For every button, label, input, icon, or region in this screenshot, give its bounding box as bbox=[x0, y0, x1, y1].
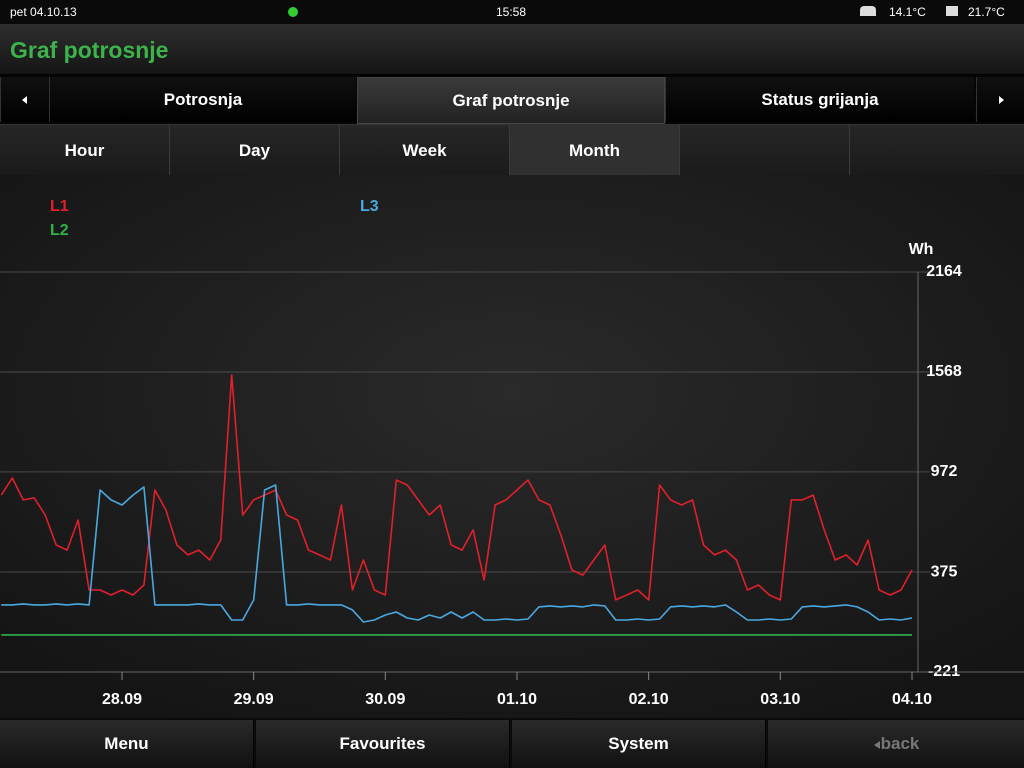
back-icon bbox=[873, 740, 880, 749]
tab[interactable]: Graf potrosnje bbox=[357, 77, 665, 124]
back-button[interactable]: back bbox=[768, 720, 1024, 768]
period-button[interactable]: Hour bbox=[0, 125, 170, 176]
y-tick-label: 972 bbox=[931, 463, 958, 480]
indoor-temp: 21.7°C bbox=[968, 5, 1005, 19]
x-tick-label: 03.10 bbox=[760, 691, 800, 708]
period-bar: Hour Day Week Month bbox=[0, 124, 1024, 176]
legend-label: L1 bbox=[50, 198, 69, 215]
y-tick-label: 2164 bbox=[926, 263, 962, 280]
x-tick-label: 30.09 bbox=[365, 691, 405, 708]
period-button bbox=[850, 125, 1024, 176]
date: pet 04.10.13 bbox=[10, 5, 77, 19]
tab[interactable]: Status grijanja bbox=[665, 77, 974, 122]
y-tick-label: 375 bbox=[931, 563, 958, 580]
period-button[interactable]: Week bbox=[340, 125, 510, 176]
period-button bbox=[680, 125, 850, 176]
outdoor-temp: 14.1°C bbox=[889, 5, 926, 19]
x-tick-label: 28.09 bbox=[102, 691, 142, 708]
x-tick-label: 04.10 bbox=[892, 691, 932, 708]
back-label: back bbox=[880, 734, 920, 753]
header: Graf potrosnje bbox=[0, 24, 1024, 75]
y-tick-label: 1568 bbox=[926, 363, 962, 380]
tab-next[interactable] bbox=[976, 77, 1024, 122]
x-tick-label: 01.10 bbox=[497, 691, 537, 708]
legend-label: L2 bbox=[50, 222, 69, 239]
x-tick-label: 02.10 bbox=[629, 691, 669, 708]
menu-button[interactable]: Menu bbox=[0, 720, 254, 768]
chart-background bbox=[0, 175, 1024, 718]
status-bar: pet 04.10.13 15:58 14.1°C 21.7°C bbox=[0, 0, 1024, 24]
y-unit: Wh bbox=[909, 241, 934, 258]
outdoor-icon bbox=[860, 6, 876, 16]
legend-label: L3 bbox=[360, 198, 379, 215]
favourites-button[interactable]: Favourites bbox=[256, 720, 510, 768]
series-line bbox=[1, 484, 913, 623]
tab-bar: Potrosnja Graf potrosnje Status grijanja bbox=[0, 75, 1024, 124]
x-tick-label: 29.09 bbox=[234, 691, 274, 708]
status-dot bbox=[288, 7, 298, 17]
period-button[interactable]: Month bbox=[510, 125, 680, 176]
indoor-icon bbox=[946, 6, 958, 16]
tab[interactable]: Potrosnja bbox=[49, 77, 356, 122]
time: 15:58 bbox=[496, 5, 527, 19]
tab-prev[interactable] bbox=[0, 77, 49, 122]
system-button[interactable]: System bbox=[512, 720, 766, 768]
footer: Menu Favourites System back bbox=[0, 718, 1024, 768]
period-button[interactable]: Day bbox=[170, 125, 340, 176]
arrow-icon bbox=[999, 96, 1004, 104]
arrow-icon bbox=[22, 96, 27, 104]
series-line bbox=[0, 374, 913, 601]
page-title: Graf potrosnje bbox=[10, 37, 169, 63]
